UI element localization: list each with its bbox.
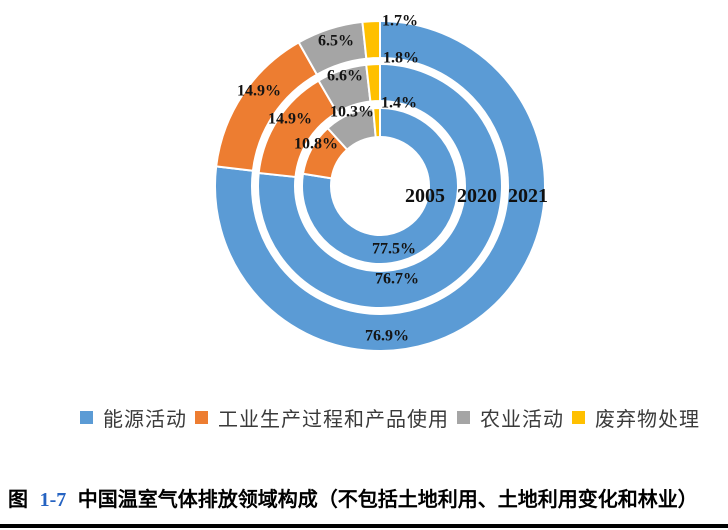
caption-prefix: 图 [8, 489, 28, 511]
year-label-2020: 2020 [457, 185, 497, 207]
legend-swatch-waste [572, 410, 585, 424]
year-label-2005: 2005 [405, 185, 445, 207]
pct-label-2021-energy: 76.9% [365, 328, 409, 345]
pct-label-2020-energy: 76.7% [375, 271, 419, 288]
legend-label-energy: 能源活动 [103, 408, 187, 431]
bottom-border-line [0, 524, 728, 528]
pct-label-2005-agriculture: 10.3% [330, 104, 374, 121]
donut-segment-2021-energy [214, 19, 546, 352]
donut-segment-2020-waste [365, 62, 381, 103]
legend-item-agriculture: 农业活动 [457, 403, 564, 432]
donut-segment-2005-waste [372, 106, 381, 139]
legend-swatch-agriculture [457, 410, 470, 424]
legend-label-waste: 废弃物处理 [595, 408, 700, 431]
pct-label-2020-agriculture: 6.6% [327, 68, 363, 85]
donut-segment-2021-waste [361, 19, 381, 60]
pct-label-2005-waste: 1.4% [381, 95, 417, 112]
pct-label-2021-waste: 1.7% [382, 13, 418, 30]
pct-label-2021-industry: 14.9% [237, 83, 281, 100]
donut-segment-2020-energy [257, 62, 503, 309]
donut-chart: 77.5% 10.8% 10.3% 1.4% 76.7% 14.9% 6.6% 1.8% 76.… [214, 13, 548, 352]
chart-legend: 能源活动 工业生产过程和产品使用 农业活动 废弃物处理 [30, 402, 728, 432]
legend-swatch-energy [80, 410, 93, 424]
caption-number: 1-7 [39, 489, 67, 511]
pct-label-2020-waste: 1.8% [383, 50, 419, 67]
pct-label-2005-energy: 77.5% [372, 241, 416, 258]
legend-label-agriculture: 农业活动 [480, 408, 564, 431]
year-label-2021: 2021 [508, 185, 548, 207]
donut-segment-2005-energy [301, 106, 459, 265]
figure-caption: 图 1-7 中国温室气体排放领域构成（不包括土地利用、土地利用变化和林业） [8, 483, 724, 512]
pct-label-2020-industry: 14.9% [268, 111, 312, 128]
pct-label-2005-industry: 10.8% [294, 136, 338, 153]
caption-title: 中国温室气体排放领域构成（不包括土地利用、土地利用变化和林业） [77, 489, 698, 511]
pct-label-2021-agriculture: 6.5% [318, 33, 354, 50]
legend-item-waste: 废弃物处理 [572, 403, 700, 432]
legend-item-industry: 工业生产过程和产品使用 [195, 403, 449, 432]
legend-swatch-industry [195, 410, 208, 424]
legend-item-energy: 能源活动 [80, 403, 187, 432]
legend-label-industry: 工业生产过程和产品使用 [218, 408, 449, 431]
